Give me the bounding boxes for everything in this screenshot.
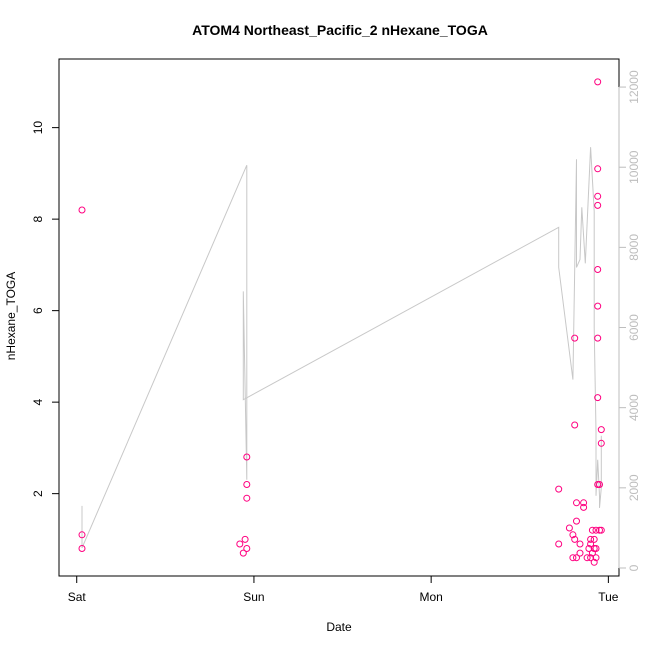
data-point [78,531,86,539]
y-tick-label: 2 [31,490,45,497]
data-point [243,494,251,502]
data-point [78,206,86,214]
data-point [243,453,251,461]
data-point [241,535,249,543]
data-point [596,481,603,488]
right-tick-label: 0 [627,564,641,571]
x-tick-label: Sat [68,590,87,604]
y-axis-label: nHexane_TOGA [4,272,18,361]
data-point [588,549,596,557]
point-series [78,78,605,566]
data-point [569,531,577,539]
data-point [239,549,247,557]
data-point [569,554,577,562]
data-point [597,439,605,447]
y-tick-label: 8 [31,215,45,222]
data-point [594,266,602,273]
data-point [597,426,605,434]
data-point [576,549,584,557]
data-point [597,526,605,534]
x-axis: Sat Sun Mon Tue [68,575,619,604]
data-point [590,535,598,543]
data-point [587,540,595,548]
data-point [594,334,602,342]
data-point [573,554,580,562]
data-point [594,302,602,310]
data-point [555,485,563,493]
data-point [592,526,600,534]
data-point [78,545,86,552]
y-axis: 2 4 6 8 10 [31,121,60,497]
right-tick-label: 10000 [627,150,641,184]
x-axis-label: Date [326,620,352,634]
right-tick-label: 6000 [627,314,641,341]
data-point [565,524,573,532]
right-tick-label: 4000 [627,394,641,421]
right-y-axis: 0 2000 4000 6000 8000 10000 12000 [618,70,641,571]
data-point [555,540,563,548]
data-point [573,499,580,507]
data-point [580,503,588,511]
data-point [571,334,579,342]
data-point [592,554,600,562]
data-point [585,545,593,552]
line-series [81,147,602,549]
series-line [81,147,602,549]
data-point [243,481,251,488]
right-tick-label: 12000 [627,70,641,104]
data-point [594,394,602,402]
data-point [236,540,244,548]
x-tick-label: Sun [243,590,264,604]
right-tick-label: 8000 [627,234,641,261]
chart-title: ATOM4 Northeast_Pacific_2 nHexane_TOGA [192,22,488,38]
plot-frame [58,58,620,577]
data-point [587,535,595,543]
y-tick-label: 4 [31,398,45,405]
data-point [571,535,579,543]
data-point [583,554,591,562]
data-point [580,499,588,507]
data-point [594,192,602,200]
right-tick-label: 2000 [627,474,641,501]
data-point [592,545,600,552]
data-point [243,545,251,552]
y-tick-label: 10 [31,121,45,135]
data-point [594,165,602,173]
data-point [573,517,580,525]
data-point [576,540,584,548]
x-tick-label: Tue [598,590,619,604]
y-tick-label: 6 [31,307,45,314]
data-point [588,526,596,534]
data-point [594,78,602,86]
data-point [594,201,602,209]
data-point [587,554,595,562]
data-point [571,421,579,429]
data-point [590,558,598,566]
x-tick-label: Mon [419,590,442,604]
